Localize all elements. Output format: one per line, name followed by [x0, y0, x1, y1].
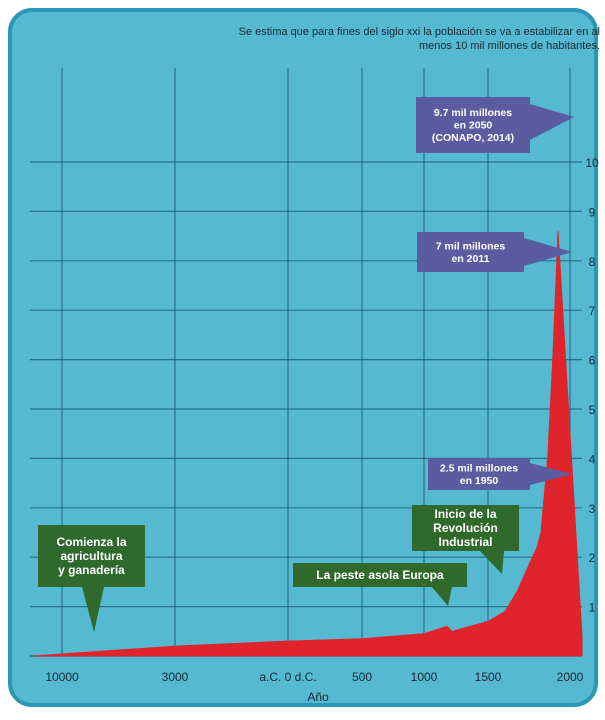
- callout-revolucion-line: Inicio de la: [434, 507, 496, 521]
- x-tick-label: 1000: [411, 670, 438, 684]
- callout-revolucion-line: Industrial: [438, 535, 492, 549]
- x-axis-label: Año: [307, 690, 329, 704]
- callout-revolucion-box: [412, 505, 519, 551]
- y-tick-label: 6: [589, 354, 596, 368]
- callout-agricultura-line: Comienza la: [56, 535, 126, 549]
- callout-agricultura-line: agricultura: [60, 549, 122, 563]
- callout-peste-pointer: [432, 587, 452, 606]
- callout-2011-text: 7 mil millones en 2011: [436, 240, 506, 264]
- callout-agricultura-line: y ganadería: [58, 563, 125, 577]
- callout-2050-line: (CONAPO, 2014): [432, 132, 514, 144]
- callout-2011-box: [417, 232, 524, 272]
- callout-2011: 7 mil millones en 2011: [417, 232, 572, 272]
- callout-peste-box: [293, 563, 467, 587]
- callout-peste-text: La peste asola Europa: [316, 568, 444, 582]
- callout-agricultura-pointer: [82, 587, 104, 632]
- y-tick-label: 4: [589, 452, 596, 466]
- callout-2050: 9.7 mil millones en 2050 (CONAPO, 2014): [416, 97, 574, 153]
- x-tick-label: a.C. 0 d.C.: [259, 670, 316, 684]
- callout-1950-pointer: [530, 463, 572, 485]
- callout-agricultura-text: Comienza la agricultura y ganadería: [56, 535, 126, 577]
- callout-1950-line: en 1950: [460, 475, 499, 487]
- y-tick-label: 9: [589, 205, 596, 219]
- callout-revolucion-pointer: [480, 551, 504, 574]
- y-tick-label: 7: [589, 304, 596, 318]
- projection-note: Se estima que para fines del siglo xxi l…: [238, 26, 600, 52]
- callout-2050-pointer: [530, 104, 574, 140]
- callout-2050-box: [416, 97, 530, 153]
- callout-revolucion: Inicio de la Revolución Industrial: [412, 505, 519, 574]
- y-tick-label: 2: [589, 551, 596, 565]
- x-tick-label: 2000: [557, 670, 584, 684]
- y-tick-label: 10: [585, 156, 599, 170]
- callout-2050-text: 9.7 mil millones en 2050 (CONAPO, 2014): [432, 107, 514, 144]
- x-tick-label: 500: [352, 670, 372, 684]
- x-tick-label: 1500: [475, 670, 502, 684]
- y-tick-label: 1: [589, 601, 596, 615]
- y-tick-label: 5: [589, 403, 596, 417]
- callout-revolucion-text: Inicio de la Revolución Industrial: [433, 507, 498, 549]
- callout-1950-line: 2.5 mil millones: [440, 462, 518, 474]
- callout-2011-pointer: [524, 238, 572, 266]
- population-area: [33, 231, 583, 657]
- callout-revolucion-line: Revolución: [433, 521, 498, 535]
- callout-2050-line: 9.7 mil millones: [434, 107, 512, 119]
- callout-1950-text: 2.5 mil millones en 1950: [440, 462, 518, 487]
- callout-2050-line: en 2050: [454, 120, 493, 132]
- callout-2011-line: 7 mil millones: [436, 240, 506, 252]
- callout-peste: La peste asola Europa: [293, 563, 467, 606]
- y-tick-label: 8: [589, 255, 596, 269]
- x-tick-label: 10000: [45, 670, 79, 684]
- callout-2011-line: en 2011: [452, 253, 490, 265]
- callout-1950-box: [428, 458, 530, 490]
- callout-peste-line: La peste asola Europa: [316, 568, 444, 582]
- callout-agricultura-box: [38, 525, 145, 587]
- x-tick-label: 3000: [162, 670, 189, 684]
- callout-agricultura: Comienza la agricultura y ganadería: [38, 525, 145, 632]
- callout-1950: 2.5 mil millones en 1950: [428, 458, 572, 490]
- y-tick-label: 3: [589, 502, 596, 516]
